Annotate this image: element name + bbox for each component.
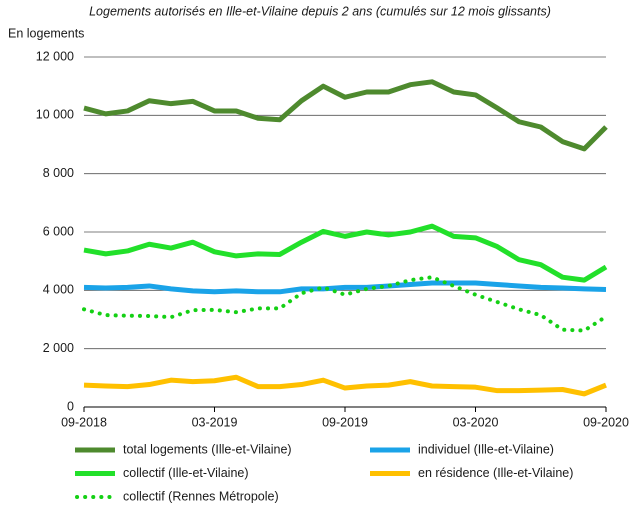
x-tick-label: 09-2019	[322, 415, 368, 429]
x-tick-label: 03-2020	[453, 415, 499, 429]
y-tick-label: 10 000	[36, 108, 74, 122]
series-line	[83, 79, 608, 152]
chart-title: Logements autorisés en Ille-et-Vilaine d…	[89, 4, 551, 18]
y-tick-label: 6 000	[43, 224, 74, 238]
y-tick-label: 8 000	[43, 166, 74, 180]
x-tick-label: 09-2020	[583, 415, 629, 429]
y-tick-label: 0	[67, 399, 74, 413]
legend-label: en résidence (Ille-et-Vilaine)	[418, 466, 573, 480]
series-line	[82, 275, 608, 333]
legend-label: individuel (Ille-et-Vilaine)	[418, 442, 554, 456]
legend-label: collectif (Ille-et-Vilaine)	[123, 466, 249, 480]
legend-label: collectif (Rennes Métropole)	[123, 489, 279, 503]
legend-label: total logements (Ille-et-Vilaine)	[123, 442, 292, 456]
series-line	[83, 223, 608, 283]
x-tick-label: 09-2018	[61, 415, 107, 429]
y-tick-label: 4 000	[43, 283, 74, 297]
y-axis-label: En logements	[8, 26, 84, 40]
y-tick-label: 2 000	[43, 341, 74, 355]
series-line	[83, 374, 607, 397]
x-tick-label: 03-2019	[192, 415, 238, 429]
series-line	[83, 280, 607, 295]
y-tick-label: 12 000	[36, 49, 74, 63]
